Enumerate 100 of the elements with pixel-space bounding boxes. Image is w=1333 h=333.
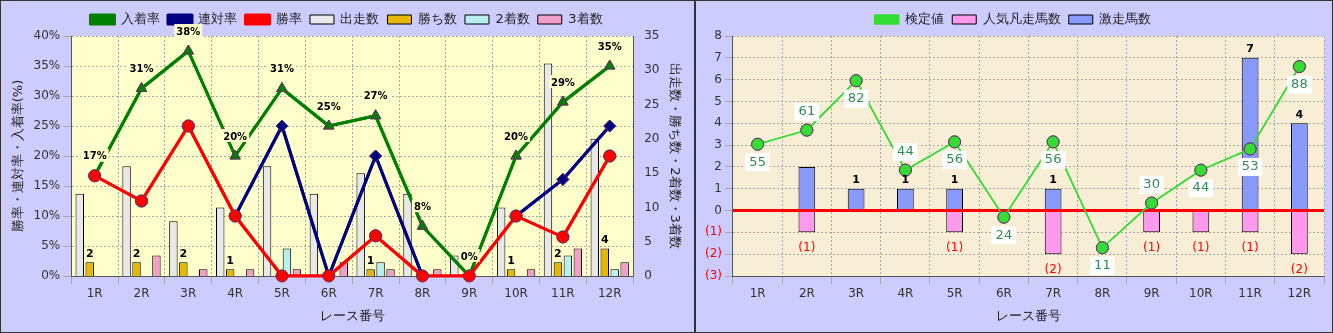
data-label: 56 <box>946 151 963 167</box>
y-tick-label: 1 <box>714 180 722 195</box>
y-tick-label: 30% <box>33 88 61 103</box>
y-tick-label: (3) <box>705 268 722 283</box>
legend-label: 入着率 <box>120 10 160 26</box>
data-label: 2 <box>85 246 94 260</box>
x-tick-label: 4R <box>897 286 914 301</box>
y-tick-label: 40% <box>33 28 61 43</box>
data-label: 31% <box>270 63 294 75</box>
y-tick-label: 6 <box>714 71 722 86</box>
x-tick-label: 3R <box>180 286 197 301</box>
x-tick-label: 1R <box>749 286 766 301</box>
y2-tick-label: 15 <box>644 165 660 180</box>
data-label: 20% <box>504 130 529 142</box>
data-label: 35% <box>597 40 622 52</box>
data-label: (1) <box>1241 240 1259 255</box>
data-label: 4 <box>600 232 609 246</box>
data-label: 61 <box>798 103 816 119</box>
data-label: 38% <box>176 25 201 37</box>
y-tick-label: 4 <box>714 115 722 130</box>
data-label: 11 <box>1094 257 1111 273</box>
x-tick-label: 6R <box>995 286 1012 301</box>
legend-label: 勝ち数 <box>417 10 457 26</box>
x-tick-label: 9R <box>461 286 478 301</box>
x-tick-label: 6R <box>320 286 337 301</box>
data-label: 88 <box>1291 75 1308 91</box>
data-label: 1 <box>1049 173 1057 187</box>
data-label: 56 <box>1044 151 1062 167</box>
y-tick-label: 0% <box>41 268 61 283</box>
x-tick-label: 2R <box>798 286 815 301</box>
y-tick-label: 20% <box>33 148 61 163</box>
data-label: 24 <box>995 226 1013 242</box>
y-tick-label: 2 <box>714 159 722 174</box>
x-tick-label: 4R <box>227 286 244 301</box>
x-tick-label: 2R <box>133 286 150 301</box>
y-tick-label: 7 <box>714 49 722 64</box>
x-tick-label: 9R <box>1143 286 1160 301</box>
y2-tick-label: 30 <box>644 62 660 77</box>
data-label: 30 <box>1143 176 1160 192</box>
data-label: 27% <box>363 90 388 102</box>
y-tick-label: 35% <box>33 58 61 73</box>
data-label: (2) <box>1290 262 1308 277</box>
y-tick-label: 10% <box>33 208 61 223</box>
x-tick-label: 12R <box>1287 286 1312 301</box>
data-label: 44 <box>897 143 914 159</box>
y2-tick-label: 25 <box>644 96 660 111</box>
y2-tick-label: 10 <box>644 199 660 214</box>
data-label: 8% <box>413 200 431 212</box>
data-label: 55 <box>749 153 766 169</box>
y2-tick-label: 0 <box>644 268 652 283</box>
y-tick-label: 3 <box>714 137 722 152</box>
data-label: 4 <box>1295 107 1304 121</box>
y-tick-label: (1) <box>705 224 722 239</box>
x-tick-label: 10R <box>1189 286 1213 301</box>
data-label: 1 <box>852 173 860 187</box>
data-label: (1) <box>1143 240 1161 255</box>
y2-tick-label: 35 <box>644 28 660 43</box>
y2-axis-title: 出走数・勝ち数・2着数・3着数 <box>667 63 683 249</box>
y-tick-label: (2) <box>705 246 722 261</box>
data-label: 17% <box>82 150 107 162</box>
data-label: 29% <box>550 76 575 88</box>
x-axis-title: レース番号 <box>996 307 1061 323</box>
legend-label: 3着数 <box>568 10 603 26</box>
y-tick-label: 5 <box>714 93 722 108</box>
x-tick-label: 7R <box>367 286 384 301</box>
data-label: 0% <box>460 250 478 262</box>
legend-label: 連対率 <box>198 10 238 26</box>
x-tick-label: 10R <box>504 286 528 301</box>
x-tick-label: 7R <box>1045 286 1062 301</box>
x-tick-label: 5R <box>946 286 963 301</box>
y-tick-label: 8 <box>714 28 722 43</box>
data-label: (2) <box>1044 262 1062 277</box>
x-axis-title: レース番号 <box>319 307 385 323</box>
x-tick-label: 5R <box>273 286 290 301</box>
x-tick-label: 11R <box>551 286 575 301</box>
data-label: 1 <box>950 173 959 187</box>
data-label: 1 <box>901 173 910 187</box>
legend-label: 勝率 <box>275 10 302 26</box>
x-tick-label: 3R <box>848 286 865 301</box>
data-label: 20% <box>223 130 248 142</box>
legend-label: 出走数 <box>340 10 380 26</box>
x-tick-label: 8R <box>414 286 431 301</box>
data-label: 31% <box>129 63 154 75</box>
legend-label: 検定値 <box>905 10 945 26</box>
data-label: 2 <box>179 246 188 260</box>
data-label: 1 <box>366 253 375 267</box>
data-label: 25% <box>316 100 341 112</box>
data-label: (1) <box>1192 240 1210 255</box>
y-axis-title: 勝率・連対率・入着率(%) <box>10 79 26 233</box>
data-label: 53 <box>1241 158 1259 174</box>
data-label: 2 <box>554 246 562 260</box>
legend-label: 激走馬数 <box>1099 10 1152 26</box>
data-label: (1) <box>946 240 964 255</box>
data-label: 7 <box>1246 42 1254 56</box>
y-tick-label: 25% <box>33 118 61 133</box>
data-label: 44 <box>1192 179 1210 195</box>
x-tick-label: 12R <box>597 286 622 301</box>
legend-label: 2着数 <box>495 10 530 26</box>
data-label: (1) <box>798 240 816 255</box>
data-label: 82 <box>847 90 865 106</box>
